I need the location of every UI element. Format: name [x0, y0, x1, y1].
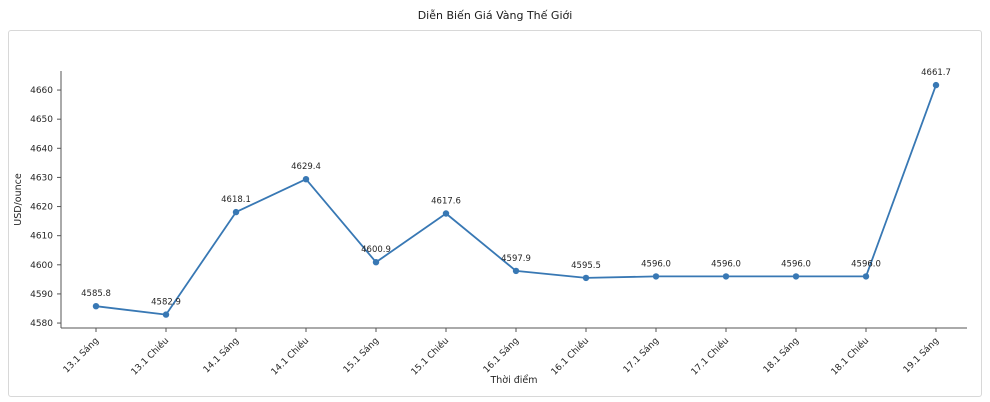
y-tick-label: 4640 — [30, 144, 53, 154]
data-point-marker — [512, 267, 520, 275]
y-tick-label: 4650 — [30, 115, 53, 125]
data-point-label: 4585.8 — [81, 289, 111, 299]
y-tick-label: 4660 — [30, 86, 53, 96]
data-point-label: 4596.0 — [781, 259, 811, 269]
y-axis-title: USD/ounce — [13, 173, 24, 226]
data-point-label: 4595.5 — [571, 261, 601, 271]
data-point-label: 4600.9 — [361, 245, 391, 255]
y-tick-label: 4580 — [30, 319, 53, 329]
data-point-marker — [652, 273, 660, 280]
data-point-marker — [792, 273, 800, 280]
data-point-label: 4596.0 — [641, 259, 671, 269]
data-point-label: 4596.0 — [711, 259, 741, 269]
data-point-marker — [932, 81, 940, 89]
data-point-marker — [232, 208, 240, 216]
x-tick-label: 17.1 Chiều — [689, 335, 731, 377]
x-tick-label: 16.1 Chiều — [549, 335, 591, 377]
y-tick-label: 4600 — [30, 261, 53, 271]
data-point-label: 4618.1 — [221, 195, 251, 205]
x-tick-label: 15.1 Chiều — [409, 335, 451, 377]
data-point-marker — [442, 210, 450, 217]
data-point-marker — [722, 273, 730, 280]
data-point-marker — [862, 273, 870, 280]
data-point-marker — [302, 176, 310, 183]
y-tick-label: 4610 — [30, 232, 53, 242]
x-tick-label: 13.1 Chiều — [129, 335, 171, 377]
gold-price-line-chart: 4580 4590 4600 4610 4620 4630 4640 4650 4660 13.1… — [13, 68, 967, 386]
data-point-label: 4582.9 — [151, 298, 181, 308]
y-tick-label: 4590 — [30, 290, 53, 300]
x-tick-label: 15.1 Sáng — [342, 336, 381, 375]
y-tick-label: 4630 — [30, 173, 53, 183]
chart-frame: 4580 4590 4600 4610 4620 4630 4640 4650 4660 13.1… — [8, 30, 982, 397]
data-point-marker — [582, 274, 590, 282]
data-point-label: 4617.6 — [431, 197, 461, 207]
x-axis-title: Thời điểm — [489, 375, 537, 386]
x-tick-label: 16.1 Sáng — [482, 336, 521, 375]
data-point-marker — [162, 311, 170, 318]
x-tick-label: 19.1 Sáng — [902, 336, 941, 375]
data-point-marker — [92, 303, 100, 310]
data-point-label: 4597.9 — [501, 254, 531, 264]
chart-title: Diễn Biến Giá Vàng Thế Giới — [417, 9, 573, 22]
x-tick-label: 14.1 Chiều — [269, 335, 311, 377]
x-tick-label: 17.1 Sáng — [622, 336, 661, 375]
x-tick-label: 18.1 Sáng — [762, 336, 801, 375]
data-point-label: 4629.4 — [291, 162, 321, 172]
data-point-marker — [372, 259, 380, 266]
x-tick-label: 13.1 Sáng — [62, 336, 101, 375]
x-tick-label: 14.1 Sáng — [202, 336, 241, 375]
y-tick-label: 4620 — [30, 203, 53, 213]
data-point-label: 4596.0 — [851, 259, 881, 269]
data-point-label: 4661.7 — [921, 68, 951, 78]
x-tick-label: 18.1 Chiều — [829, 335, 871, 377]
